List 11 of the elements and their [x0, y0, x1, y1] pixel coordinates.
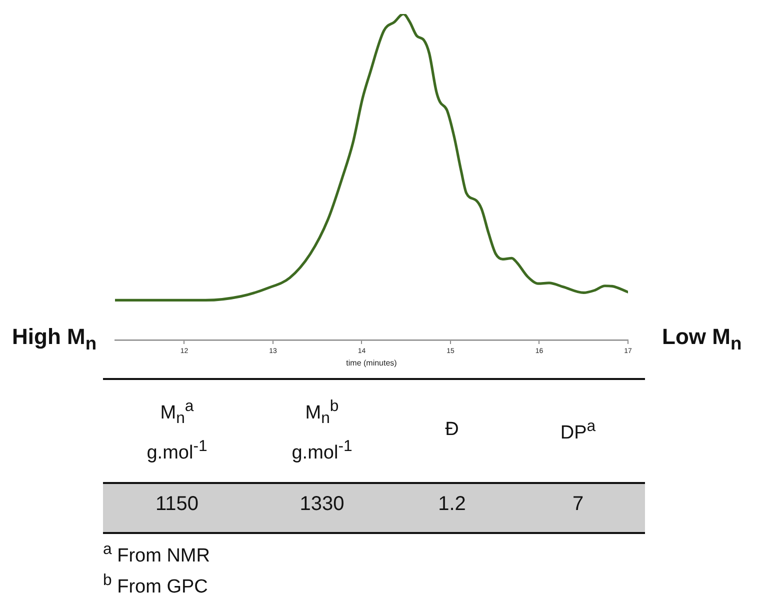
text: 1.2: [437, 493, 467, 516]
text: $^{b}$ From GPC: [103, 572, 208, 597]
x-axis-title: time (minutes): [346, 358, 398, 368]
text: Low M$_{n}$: [662, 324, 742, 354]
text: 1150: [154, 493, 200, 516]
text: High M$_{n}$: [12, 324, 97, 354]
text: DP$^{a}$: [560, 416, 596, 446]
text: $^{a}$ From NMR: [103, 541, 210, 568]
text: Đ: [445, 418, 459, 442]
text: 1330: [298, 493, 346, 516]
text: 7: [571, 493, 585, 516]
